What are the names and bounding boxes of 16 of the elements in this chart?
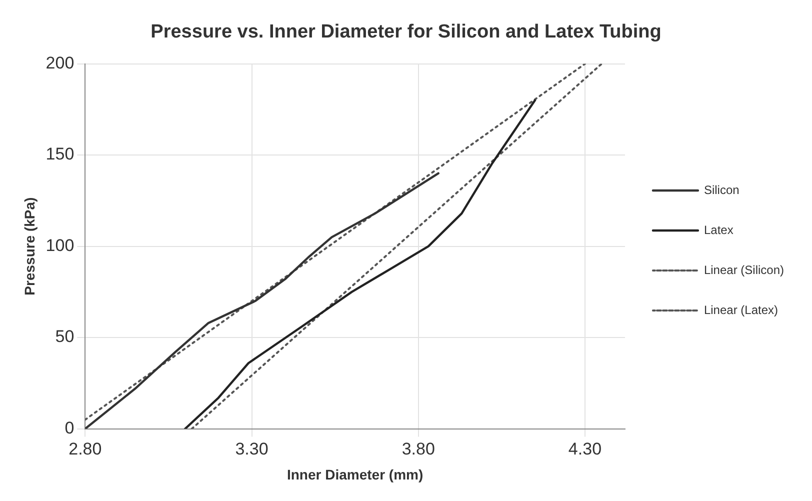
x-axis-title: Inner Diameter (mm) [286, 466, 424, 482]
y-tick-label: 0 [64, 418, 74, 438]
y-tick-label: 150 [46, 144, 74, 164]
y-tick-label: 100 [46, 236, 74, 255]
legend-label: Latex [704, 222, 734, 237]
x-tick-label: 3.80 [402, 440, 435, 459]
legend-label: Linear (Latex) [704, 302, 778, 317]
y-tick-label: 50 [55, 327, 74, 346]
x-tick-label: 3.30 [235, 440, 268, 459]
x-tick-label: 2.80 [68, 440, 102, 459]
legend-label: Silicon [704, 182, 740, 197]
legend-label: Linear (Silicon) [704, 262, 784, 277]
y-axis-title: Pressure (kPa) [21, 197, 38, 296]
x-tick-label: 4.30 [568, 440, 602, 459]
chart-title: Pressure vs. Inner Diameter for Silicon and Latex Tubing [150, 22, 662, 43]
y-tick-label: 200 [46, 53, 74, 72]
